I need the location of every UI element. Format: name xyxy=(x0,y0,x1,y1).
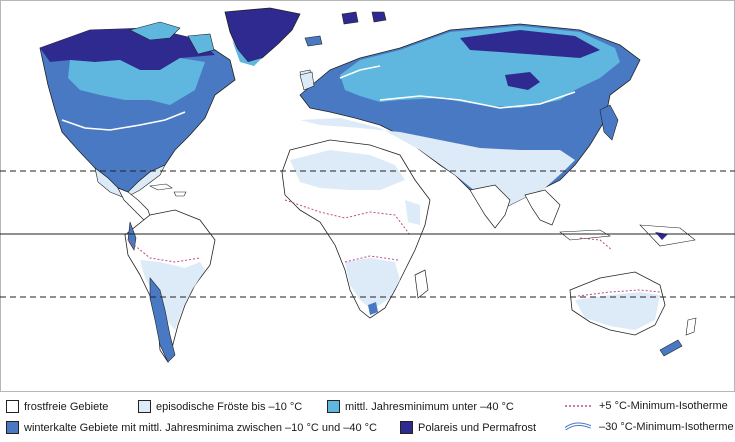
africa xyxy=(281,139,431,319)
legend-label-frostfrei: frostfreie Gebiete xyxy=(24,400,109,413)
swatch-winterkalt xyxy=(6,421,19,434)
legend-item-episodisch: episodische Fröste bis –10 °C xyxy=(138,400,302,413)
legend-label-polareis: Polareis und Permafrost xyxy=(418,421,536,434)
australia xyxy=(569,271,666,336)
swatch-episodisch xyxy=(138,400,151,413)
british-isles xyxy=(299,71,315,91)
north-america xyxy=(39,27,236,223)
legend-label-mittl-minus40: mittl. Jahresminimum unter –40 °C xyxy=(345,400,514,413)
line-sample-minus30 xyxy=(565,422,591,431)
line-sample-plus5 xyxy=(565,405,591,407)
legend-item-iso-minus30: –30 °C-Minimum-Isotherme xyxy=(565,421,734,433)
greenland xyxy=(224,7,301,66)
eurasia xyxy=(299,23,696,251)
arctic-islands xyxy=(129,11,387,83)
south-america xyxy=(124,209,216,363)
swatch-frostfrei xyxy=(6,400,19,413)
legend-item-iso-plus5: +5 °C-Minimum-Isotherme xyxy=(565,400,728,412)
swatch-polareis xyxy=(400,421,413,434)
legend-item-frostfrei: frostfreie Gebiete xyxy=(6,400,108,413)
world-frost-map xyxy=(0,0,735,392)
new-zealand xyxy=(659,317,697,357)
legend-item-polareis: Polareis und Permafrost xyxy=(400,421,536,434)
legend-label-iso-plus5: +5 °C-Minimum-Isotherme xyxy=(599,400,728,412)
legend-label-iso-minus30: –30 °C-Minimum-Isotherme xyxy=(599,421,734,433)
legend: frostfreie Gebiete episodische Fröste bi… xyxy=(0,392,735,442)
legend-item-winterkalt: winterkalte Gebiete mit mittl. Jahresmin… xyxy=(6,421,377,434)
swatch-mittl-minus40 xyxy=(327,400,340,413)
legend-label-episodisch: episodische Fröste bis –10 °C xyxy=(156,400,303,413)
legend-item-mittl-minus40: mittl. Jahresminimum unter –40 °C xyxy=(327,400,514,413)
legend-label-winterkalt: winterkalte Gebiete mit mittl. Jahresmin… xyxy=(24,421,377,434)
